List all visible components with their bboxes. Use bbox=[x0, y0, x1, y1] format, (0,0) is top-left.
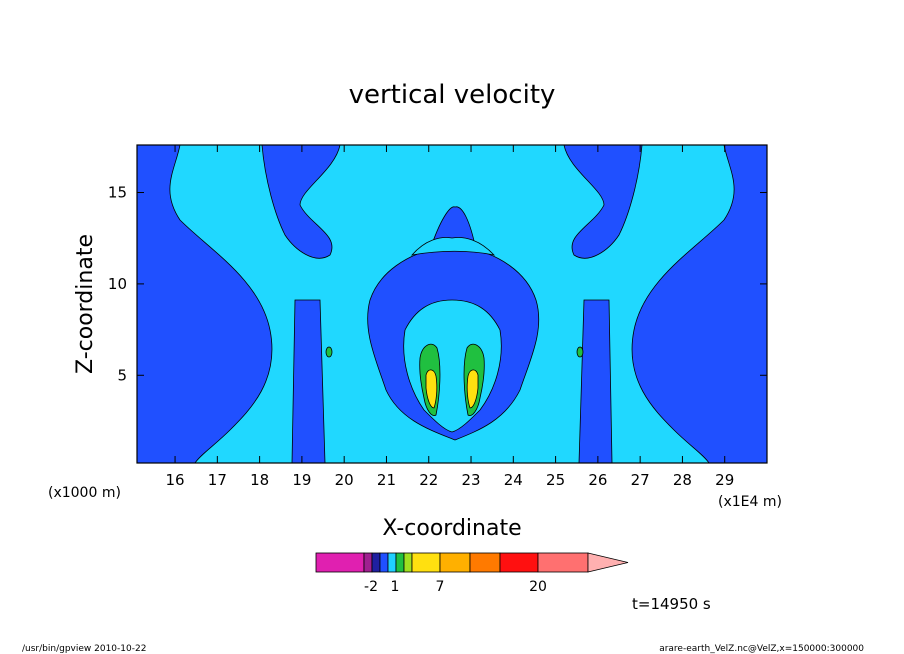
time-note: t=14950 s bbox=[632, 595, 711, 613]
contour-region-upper-left bbox=[261, 145, 341, 259]
colorbar-extend-arrow bbox=[587, 552, 629, 573]
x-tick-label: 23 bbox=[461, 471, 480, 489]
colorbar-cell bbox=[537, 552, 589, 573]
y-tick-label: 10 bbox=[108, 275, 127, 293]
colorbar-cell bbox=[379, 552, 389, 573]
plot-area: 16 17 18 19 20 21 22 23 24 25 26 27 28 29 5 10 15 bbox=[108, 144, 768, 489]
x-tick-label: 19 bbox=[292, 471, 311, 489]
colorbar-cell bbox=[499, 552, 539, 573]
x-tick-label: 28 bbox=[673, 471, 692, 489]
chart-title: vertical velocity bbox=[349, 80, 556, 110]
colorbar bbox=[315, 552, 629, 573]
contour-region-left bbox=[137, 145, 273, 463]
x-tick-label: 24 bbox=[504, 471, 523, 489]
colorbar-tick-label: -2 bbox=[364, 579, 378, 595]
colorbar-cell bbox=[439, 552, 471, 573]
updraft-left-core bbox=[425, 369, 438, 409]
colorbar-cell bbox=[371, 552, 381, 573]
x-tick-label: 18 bbox=[250, 471, 269, 489]
y-ticks: 5 10 15 bbox=[108, 184, 767, 384]
y-axis-label: Z-coordinate bbox=[73, 234, 98, 374]
footer-right: arare-earth_VelZ.nc@VelZ,x=150000:300000 bbox=[659, 644, 864, 654]
colorbar-cell bbox=[315, 552, 365, 573]
colorbar-cell bbox=[403, 552, 413, 573]
small-blob-left bbox=[325, 346, 333, 358]
colorbar-cell bbox=[395, 552, 405, 573]
colorbar-tick-label: 1 bbox=[391, 579, 400, 595]
x-tick-label: 26 bbox=[588, 471, 607, 489]
x-unit-right: (x1E4 m) bbox=[718, 494, 782, 510]
contour-region-upper-right bbox=[563, 145, 643, 259]
colorbar-tick-label: 7 bbox=[436, 579, 445, 595]
x-tick-label: 17 bbox=[208, 471, 227, 489]
updraft-right-core bbox=[466, 369, 479, 409]
contour-region-column-b bbox=[578, 299, 613, 463]
y-tick-label: 15 bbox=[108, 184, 127, 202]
footer-left: /usr/bin/gpview 2010-10-22 bbox=[22, 644, 146, 654]
colorbar-cell bbox=[387, 552, 397, 573]
plot-frame bbox=[136, 144, 768, 464]
colorbar-cell bbox=[411, 552, 441, 573]
x-unit-left: (x1000 m) bbox=[48, 485, 121, 501]
x-tick-label: 27 bbox=[631, 471, 650, 489]
colorbar-labels: -2 1 7 20 bbox=[364, 579, 547, 595]
x-tick-label: 25 bbox=[546, 471, 565, 489]
x-axis-label: X-coordinate bbox=[382, 516, 521, 541]
colorbar-cell bbox=[469, 552, 501, 573]
colorbar-tick-label: 20 bbox=[529, 579, 547, 595]
x-ticks: 16 17 18 19 20 21 22 23 24 25 26 27 28 29 bbox=[166, 145, 734, 489]
x-tick-label: 16 bbox=[166, 471, 185, 489]
contour-region-dome-cap bbox=[410, 237, 496, 256]
x-tick-label: 29 bbox=[715, 471, 734, 489]
x-tick-label: 21 bbox=[377, 471, 396, 489]
y-tick-label: 5 bbox=[117, 366, 127, 384]
small-blob-right bbox=[576, 346, 584, 358]
contour-region-column-a bbox=[291, 299, 326, 463]
x-tick-label: 22 bbox=[419, 471, 438, 489]
x-tick-label: 20 bbox=[335, 471, 354, 489]
contour-region-right bbox=[631, 145, 767, 463]
colorbar-cell bbox=[363, 552, 373, 573]
